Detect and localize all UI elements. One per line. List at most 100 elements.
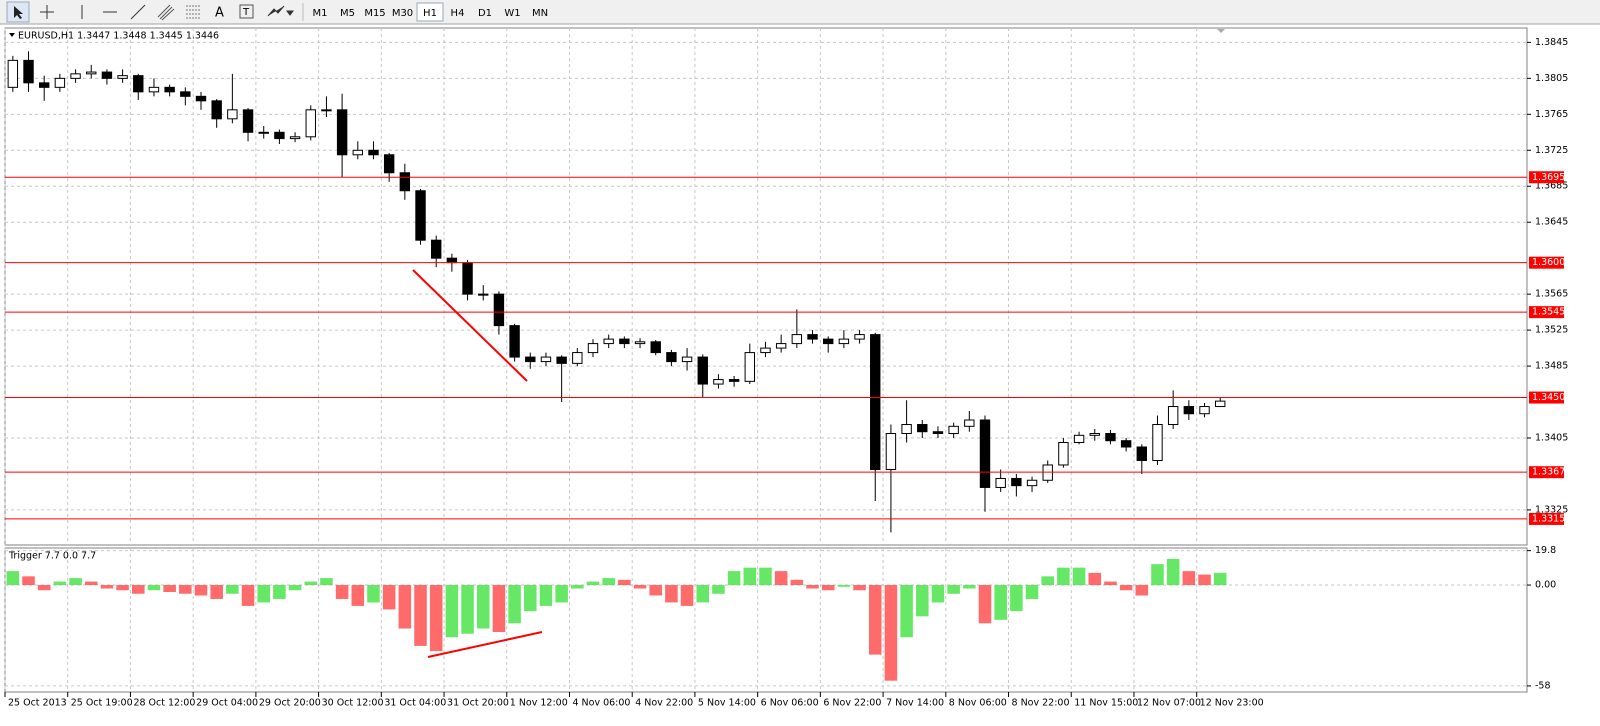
histogram-bar: [743, 567, 757, 586]
x-tick-label: 7 Nov 14:00: [886, 698, 944, 709]
timeframe-button[interactable]: M1: [313, 8, 328, 19]
histogram-bar: [147, 585, 161, 591]
candle-body: [964, 419, 975, 427]
candle-body: [995, 477, 1006, 488]
candle-body: [399, 172, 411, 192]
trendline[interactable]: [412, 269, 528, 382]
candle-body: [948, 425, 959, 435]
cursor-icon: [14, 6, 23, 19]
histogram-bar: [1041, 576, 1054, 586]
timeframe-button[interactable]: D1: [478, 8, 492, 19]
crosshair-tool[interactable]: [40, 5, 54, 19]
candle-body: [446, 257, 458, 264]
candle-body: [932, 431, 944, 435]
candle-body: [728, 379, 740, 382]
histogram-bar: [868, 585, 882, 655]
label-tool[interactable]: [239, 4, 254, 19]
x-tick-label: 1 Nov 12:00: [510, 698, 568, 709]
candle-body: [289, 136, 301, 140]
histogram-bar: [539, 585, 553, 606]
histogram-bar: [994, 585, 1007, 620]
channel-tool[interactable]: [157, 4, 175, 21]
candle-body: [713, 379, 724, 385]
candle-body: [854, 334, 865, 340]
candle-body: [1120, 440, 1132, 448]
x-tick-label: 30 Oct 12:00: [322, 698, 384, 709]
y-tick-label: 1.3565: [1535, 289, 1568, 300]
histogram-bar: [978, 585, 992, 624]
x-tick-label: 5 Nov 14:00: [698, 698, 756, 709]
candle-body: [870, 334, 881, 470]
timeframe-button[interactable]: H1: [423, 8, 437, 19]
histogram-bar: [382, 585, 396, 610]
candle-body: [901, 424, 912, 435]
level-label: 1.3695: [1532, 172, 1565, 183]
histogram-bar: [163, 585, 176, 592]
histogram-bar: [37, 585, 51, 591]
timeframe-button[interactable]: M15: [364, 8, 385, 19]
histogram-bar: [947, 585, 960, 594]
candle-body: [619, 338, 630, 345]
arrows-tool[interactable]: [267, 5, 294, 17]
candle-body: [493, 293, 505, 327]
level-label: 1.3545: [1532, 307, 1565, 318]
level-label-box: [1529, 512, 1564, 525]
x-tick-label: 6 Nov 22:00: [823, 698, 881, 709]
candle-body: [86, 71, 97, 75]
candle-body: [509, 325, 520, 358]
indicator-title: Trigger 7.7 0.0 7.7: [8, 551, 96, 562]
histogram-bar: [53, 581, 67, 586]
timeframe-button[interactable]: MN: [532, 8, 548, 19]
level-label: 1.3450: [1532, 392, 1565, 403]
histogram-bar: [320, 578, 333, 586]
candle-body: [415, 190, 426, 241]
histogram-bar: [22, 576, 35, 586]
histogram-bar: [524, 585, 537, 612]
histogram-bar: [461, 585, 474, 634]
histogram-bar: [696, 585, 710, 603]
histogram-bar: [367, 585, 380, 603]
timeframe-button[interactable]: M5: [340, 8, 355, 19]
histogram-bar: [100, 585, 114, 589]
candle-body: [681, 356, 693, 363]
x-tick-label: 31 Oct 20:00: [447, 698, 509, 709]
timeframes: M1 M5 M15 M30 H1 H4 D1 W1 MN: [313, 2, 548, 22]
title-arrow: [9, 33, 15, 37]
histogram-bar: [759, 567, 772, 586]
candle-body: [666, 352, 677, 363]
label-tool-glyph: T: [242, 7, 250, 18]
y-tick-label: 1.3325: [1535, 504, 1568, 515]
timeframe-button[interactable]: H4: [451, 8, 465, 19]
histogram-bar: [1088, 572, 1102, 586]
trendline-tool[interactable]: [130, 4, 146, 20]
candle-body: [38, 82, 50, 88]
histogram-bar: [241, 585, 255, 606]
histogram-bar: [931, 585, 945, 603]
x-tick-label: 8 Nov 06:00: [949, 698, 1007, 709]
histogram-bar: [1182, 571, 1196, 586]
x-tick-label: 11 Nov 15:00: [1074, 698, 1138, 709]
candle-body: [603, 338, 614, 345]
fibo-tool[interactable]: [186, 5, 200, 19]
histogram-bar: [508, 585, 521, 624]
x-tick-label: 12 Nov 23:00: [1200, 698, 1264, 709]
histogram-bar: [398, 585, 412, 629]
candle-body: [133, 75, 144, 93]
candle-body: [1105, 433, 1116, 442]
histogram-bar: [1025, 585, 1039, 599]
timeframe-active: [416, 2, 444, 22]
timeframe-button[interactable]: W1: [504, 8, 520, 19]
text-tool[interactable]: A: [215, 6, 224, 21]
chart-title: EURUSD,H1 1.3447 1.3448 1.3445 1.3446: [18, 31, 219, 42]
trendline[interactable]: [427, 631, 543, 658]
timeframe-button[interactable]: M30: [392, 8, 413, 19]
x-tick-label: 4 Nov 22:00: [635, 698, 693, 709]
histogram-bar: [288, 585, 302, 591]
x-tick-label: 6 Nov 06:00: [761, 698, 819, 709]
histogram-bar: [586, 581, 600, 586]
histogram-bar: [837, 585, 851, 587]
y-tick-label: 19.8: [1535, 545, 1556, 556]
candle-body: [760, 347, 771, 354]
